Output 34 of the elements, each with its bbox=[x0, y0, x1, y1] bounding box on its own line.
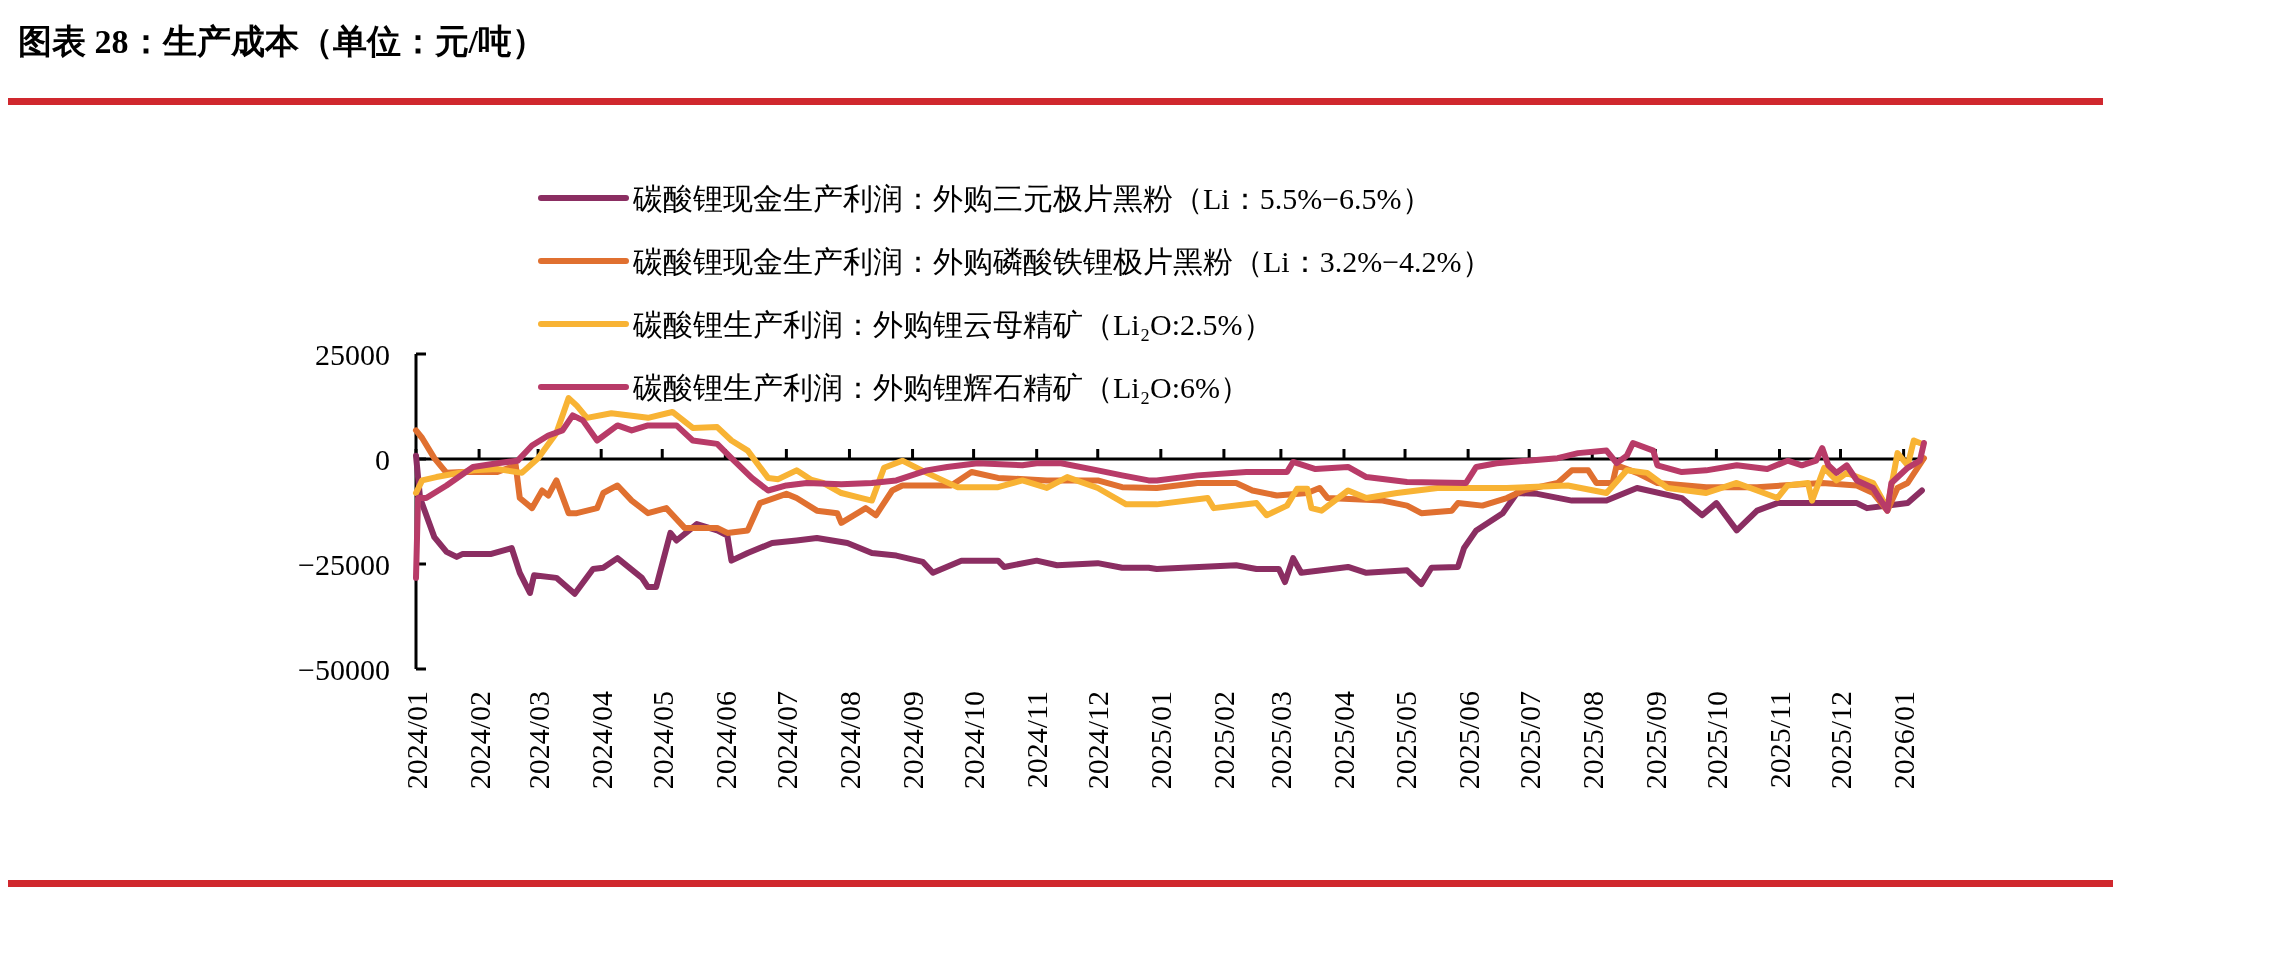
x-tick-label: 2024/06 bbox=[708, 691, 742, 790]
legend-label: 碳酸锂现金生产利润：外购三元极片黑粉（Li：5.5%−6.5%） bbox=[632, 181, 1432, 215]
x-tick-label: 2024/05 bbox=[645, 691, 679, 790]
x-tick-label: 2025/02 bbox=[1207, 691, 1241, 790]
x-tick-label: 2025/01 bbox=[1144, 691, 1178, 790]
x-tick-label: 2025/11 bbox=[1762, 691, 1796, 789]
x-tick-label: 2024/11 bbox=[1020, 691, 1054, 789]
chart-title: 图表 28：生产成本（单位：元/吨） bbox=[18, 23, 546, 60]
legend-label: 碳酸锂生产利润：外购锂辉石精矿（Li₂O:6%） bbox=[632, 370, 1251, 404]
x-tick-label: 2024/01 bbox=[399, 691, 433, 790]
x-tick-label: 2025/09 bbox=[1638, 691, 1672, 790]
y-tick-label: 0 bbox=[375, 442, 390, 476]
x-tick-label: 2024/07 bbox=[769, 691, 803, 790]
legend-label: 碳酸锂生产利润：外购锂云母精矿（Li₂O:2.5%） bbox=[632, 307, 1273, 341]
x-tick-label: 2025/04 bbox=[1327, 691, 1361, 790]
x-tick-label: 2024/12 bbox=[1081, 691, 1115, 790]
x-tick-label: 2024/03 bbox=[521, 691, 555, 790]
x-tick-label: 2024/09 bbox=[896, 691, 930, 790]
y-tick-label: 25000 bbox=[315, 337, 390, 371]
x-tick-label: 2025/05 bbox=[1388, 691, 1422, 790]
x-tick-label: 2024/10 bbox=[957, 691, 991, 790]
x-tick-label: 2024/04 bbox=[584, 691, 618, 790]
x-tick-label: 2025/12 bbox=[1824, 691, 1858, 790]
y-tick-label: −25000 bbox=[298, 547, 390, 581]
y-tick-label: −50000 bbox=[298, 652, 390, 686]
legend-label: 碳酸锂现金生产利润：外购磷酸铁锂极片黑粉（Li：3.2%−4.2%） bbox=[632, 244, 1492, 278]
x-tick-label: 2024/08 bbox=[832, 691, 866, 790]
x-tick-label: 2025/06 bbox=[1451, 691, 1485, 790]
x-tick-label: 2025/10 bbox=[1699, 691, 1733, 790]
x-tick-label: 2026/01 bbox=[1887, 691, 1921, 790]
x-tick-label: 2025/07 bbox=[1512, 691, 1546, 790]
x-tick-label: 2025/03 bbox=[1264, 691, 1298, 790]
x-tick-label: 2024/02 bbox=[462, 691, 496, 790]
x-tick-label: 2025/08 bbox=[1575, 691, 1609, 790]
